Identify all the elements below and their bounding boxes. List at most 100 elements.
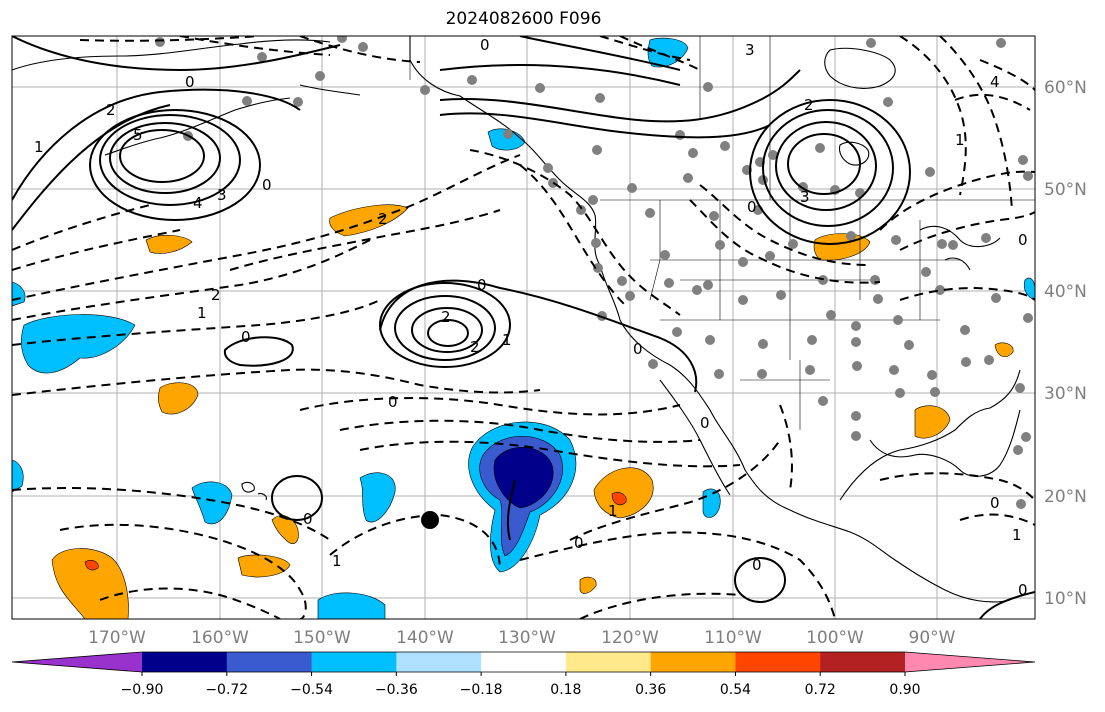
orange-region-11	[579, 576, 597, 594]
shaded-regions	[12, 37, 1035, 619]
contour-label: 0	[185, 73, 195, 91]
colorbar-segment	[142, 652, 228, 672]
orange-region-9	[914, 405, 951, 439]
lon-tick-label: 90°W	[909, 628, 956, 648]
colorbar-tick-label: 0.90	[889, 682, 920, 698]
contour-label: 0	[633, 340, 643, 358]
station-dots	[155, 36, 1033, 509]
lon-tick-label: 100°W	[806, 628, 864, 648]
orange-region-10	[994, 342, 1014, 358]
colorbar-tick-label: −0.90	[121, 682, 164, 698]
latitude-labels: 60°N 50°N 40°N 30°N 20°N 10°N	[1044, 78, 1087, 609]
orange-region-2	[145, 234, 193, 254]
colorbar-segment	[226, 652, 313, 672]
contour-label: 2	[470, 338, 480, 356]
contour-label: 2	[804, 96, 814, 114]
lat-tick-label: 10°N	[1044, 589, 1087, 609]
contour-label: 4	[193, 194, 203, 212]
contour-label: 1	[1012, 526, 1022, 544]
lon-tick-label: 170°W	[88, 628, 146, 648]
colorbar-segment	[820, 652, 906, 672]
contour-label: 0	[388, 393, 398, 411]
contour-label: 3	[217, 186, 227, 204]
contour-label: 0	[241, 328, 251, 346]
lat-tick-label: 40°N	[1044, 282, 1087, 302]
colorbar-segment	[565, 652, 652, 672]
contour-label: 3	[745, 41, 755, 59]
contour-label: 1	[332, 552, 342, 570]
orange-region-3	[158, 382, 199, 415]
lat-tick-label: 50°N	[1044, 180, 1087, 200]
coastlines	[12, 36, 1021, 603]
contour-label: 1	[34, 138, 44, 156]
contour-label: 0	[752, 556, 762, 574]
solid-contours	[12, 36, 1035, 619]
contour-label: 0	[990, 494, 1000, 512]
map-title: 2024082600 F096	[445, 9, 602, 29]
lon-tick-label: 140°W	[396, 628, 454, 648]
colorbar-tick-label: −0.18	[460, 682, 503, 698]
contour-label: 1	[608, 502, 618, 520]
lon-tick-label: 130°W	[498, 628, 556, 648]
colorbar-extend-min	[12, 652, 142, 672]
contour-label: 1	[502, 331, 512, 349]
lon-tick-label: 110°W	[704, 628, 762, 648]
contour-label: 2	[441, 308, 451, 326]
contour-label: 2	[106, 101, 116, 119]
orange-region-1	[329, 204, 409, 237]
colorbar-tick-label: 0.54	[720, 682, 751, 698]
orange-region-4	[51, 548, 129, 619]
blue-region-left-edge	[12, 459, 24, 493]
colorbar-extend-max	[905, 652, 1035, 672]
orange-region-6	[271, 515, 299, 544]
contour-label: 3	[800, 188, 810, 206]
contour-label: 0	[480, 36, 490, 54]
red-region-1	[611, 492, 627, 506]
colorbar: −0.90 −0.72 −0.54 −0.36 −0.18 0.18 0.36 0.54 0.7…	[11, 651, 1036, 698]
colorbar-tick-label: 0.72	[805, 682, 836, 698]
colorbar-segment	[311, 652, 397, 672]
map-frame	[11, 35, 1036, 620]
blue-region-central-core	[493, 447, 554, 509]
lon-tick-label: 150°W	[293, 628, 351, 648]
colorbar-tick-label: 0.18	[550, 682, 581, 698]
orange-region-7	[593, 467, 654, 519]
contour-label: 2	[211, 286, 221, 304]
colorbar-tick-label: −0.72	[205, 682, 248, 698]
contour-label: 0	[700, 414, 710, 432]
storm-marker	[421, 511, 439, 529]
orange-region-5	[237, 554, 291, 578]
lat-tick-label: 60°N	[1044, 78, 1087, 98]
blue-region-south	[317, 592, 386, 619]
contour-label: 5	[133, 126, 143, 144]
lon-tick-label: 120°W	[601, 628, 659, 648]
blue-region-east	[1023, 277, 1035, 301]
contour-label: 0	[574, 534, 584, 552]
colorbar-tick-label: 0.36	[635, 682, 666, 698]
lat-tick-label: 30°N	[1044, 384, 1087, 404]
contour-label: 0	[1018, 231, 1028, 249]
contour-label: 0	[477, 276, 487, 294]
blue-region-small-2	[359, 472, 396, 523]
contour-label: 0	[303, 510, 313, 528]
contour-label: 1	[955, 131, 965, 149]
colorbar-segment	[650, 652, 736, 672]
colorbar-tick-label: −0.36	[375, 682, 418, 698]
blue-region-west	[21, 314, 136, 374]
blue-region-small-3	[702, 488, 721, 518]
lat-tick-label: 20°N	[1044, 487, 1087, 507]
longitude-labels: 170°W 160°W 150°W 140°W 130°W 120°W 110°…	[88, 628, 956, 648]
dashed-contours	[12, 36, 1035, 619]
colorbar-segment	[481, 652, 567, 672]
contour-labels: 0 0 5 2 1 4 3 0 2 1 2 0 0 2 2 1 0 3 2 0 …	[34, 36, 1028, 599]
borders	[409, 36, 1035, 430]
contour-label: 2	[378, 210, 388, 228]
contour-label: 0	[747, 198, 757, 216]
red-region-2	[84, 560, 99, 571]
colorbar-segment	[396, 652, 482, 672]
colorbar-tick-label: −0.54	[290, 682, 333, 698]
colorbar-segment	[735, 652, 821, 672]
contour-label: 0	[1018, 581, 1028, 599]
lon-tick-label: 160°W	[191, 628, 249, 648]
